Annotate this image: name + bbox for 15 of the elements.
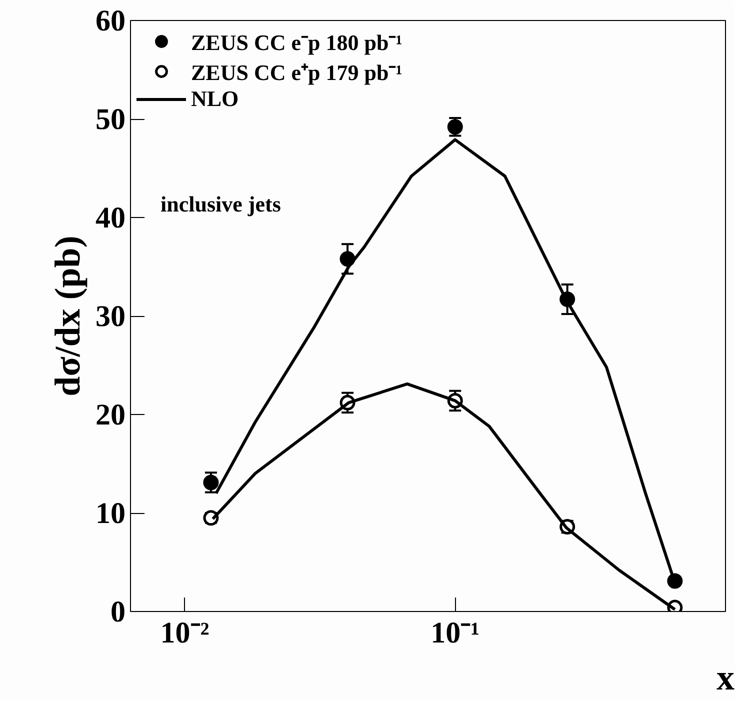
y-tick-label: 40 bbox=[96, 202, 126, 234]
y-tick-label: 10 bbox=[96, 497, 126, 530]
annotation: inclusive jets bbox=[160, 192, 282, 216]
y-axis-title: dσ/dx (pb) bbox=[48, 236, 88, 396]
x-axis-title: x bbox=[716, 658, 734, 698]
legend-label: NLO bbox=[191, 86, 239, 112]
y-tick-label: 60 bbox=[96, 4, 126, 38]
y-tick-label: 20 bbox=[96, 398, 126, 432]
y-tick-label: 30 bbox=[96, 300, 126, 333]
y-tick-label: 50 bbox=[96, 103, 126, 136]
y-tick-label: 0 bbox=[110, 596, 126, 628]
x-tick-label: 10⁻¹ bbox=[430, 616, 480, 650]
legend-label: ZEUS CC e⁻p 180 pb⁻¹ bbox=[191, 29, 402, 56]
x-tick-label: 10⁻² bbox=[160, 616, 210, 650]
legend-label: ZEUS CC e⁺p 179 pb⁻¹ bbox=[191, 59, 402, 86]
